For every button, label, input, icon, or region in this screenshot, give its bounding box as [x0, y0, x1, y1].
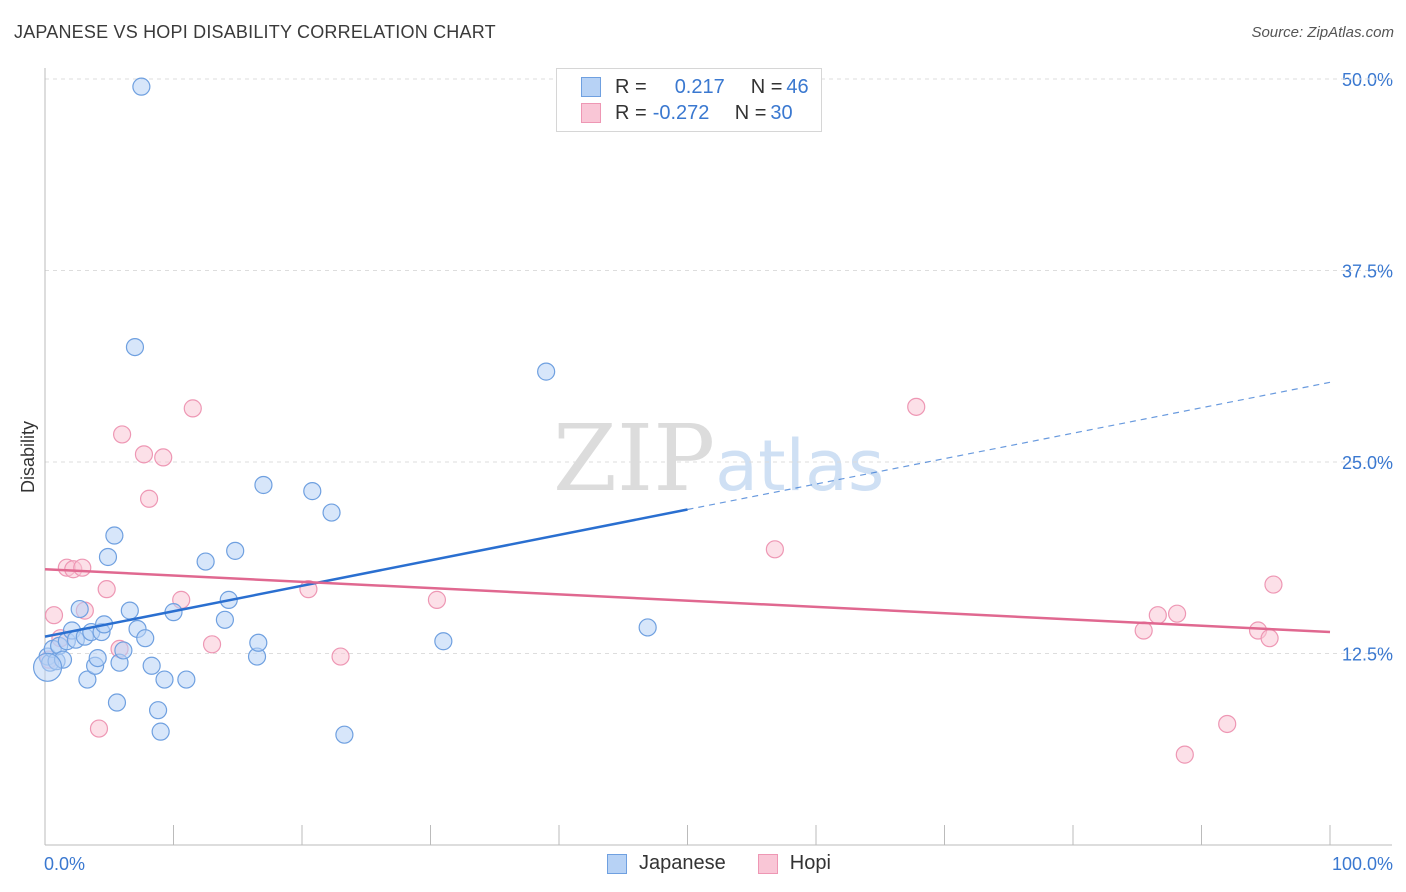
series-legend-japanese[interactable]: Japanese [607, 852, 726, 875]
x-tick-label: 0.0% [44, 854, 85, 874]
y-tick-label: 25.0% [1342, 453, 1393, 473]
hopi-point [1260, 629, 1279, 648]
japanese-swatch [581, 77, 601, 97]
japanese-point [136, 629, 155, 648]
watermark: ZIPatlas [553, 405, 884, 512]
hopi-legend-label: Hopi [789, 852, 831, 874]
source-label: Source: ZipAtlas.com [1251, 24, 1394, 41]
hopi-point [44, 606, 64, 625]
hopi-point [765, 540, 784, 559]
hopi-point [331, 647, 350, 666]
hopi-point [907, 397, 926, 416]
japanese-point [322, 503, 341, 522]
japanese-point [537, 362, 556, 381]
japanese-point [254, 475, 273, 495]
hopi-point [97, 580, 116, 599]
legend-r-label: R = [615, 101, 647, 124]
hopi-point [73, 558, 92, 577]
japanese-point [32, 652, 63, 682]
hopi-trendline [44, 567, 1331, 634]
japanese-point [114, 641, 133, 660]
japanese-point [105, 526, 124, 545]
hopi-legend-swatch [757, 853, 778, 874]
hopi-point [1134, 621, 1153, 640]
japanese-legend-swatch [607, 853, 627, 874]
hopi-point [139, 489, 159, 508]
y-axis-label: Disability [18, 421, 38, 493]
legend-row-hopi: R = -0.272 N = 30 [581, 101, 793, 125]
japanese-point [196, 552, 215, 571]
y-tick-label: 37.5% [1342, 262, 1393, 282]
japanese-point [148, 701, 168, 720]
hopi-point [134, 445, 154, 464]
hopi-point [1218, 714, 1237, 734]
japanese-point [155, 670, 174, 689]
y-tick-label: 12.5% [1342, 645, 1393, 665]
series-legend: Japanese Hopi [607, 852, 863, 875]
japanese-legend-label: Japanese [639, 852, 726, 874]
hopi-point [154, 448, 173, 467]
japanese-point [303, 482, 322, 501]
hopi-swatch [581, 103, 601, 123]
japanese-point [638, 618, 657, 637]
legend-r-value: -0.272 [652, 101, 710, 124]
chart-title: JAPANESE VS HOPI DISABILITY CORRELATION … [14, 22, 496, 42]
hopi-point [1148, 606, 1167, 625]
hopi-point [427, 590, 447, 609]
legend-n-label: N = [750, 75, 783, 98]
japanese-point [78, 670, 97, 689]
legend-n-value: 30 [770, 101, 793, 124]
hopi-point [1175, 745, 1194, 764]
japanese-trendline [44, 508, 688, 638]
japanese-point [335, 725, 354, 744]
japanese-point [132, 77, 151, 96]
japanese-point [215, 610, 234, 629]
legend-r-label: R = [615, 75, 647, 98]
japanese-point [226, 541, 245, 560]
japanese-point [151, 722, 170, 741]
correlation-legend: R = 0.217 N = 46 R = -0.272 N = 30 [556, 68, 822, 132]
hopi-point [183, 399, 202, 418]
watermark-atlas: atlas [715, 425, 884, 507]
legend-n-value: 46 [786, 75, 809, 98]
japanese-point [120, 601, 139, 620]
japanese-point [107, 693, 127, 712]
japanese-point [88, 648, 107, 668]
japanese-point [142, 656, 161, 675]
japanese-point [249, 633, 268, 652]
hopi-point [1264, 575, 1283, 594]
hopi-point [112, 425, 132, 444]
legend-n-label: N = [734, 101, 767, 124]
legend-row-japanese: R = 0.217 N = 46 [581, 75, 809, 99]
y-tick-label: 50.0% [1342, 70, 1393, 90]
series-legend-hopi[interactable]: Hopi [757, 852, 831, 875]
japanese-point [70, 599, 89, 619]
x-tick-label: 100.0% [1332, 854, 1393, 874]
hopi-point [1167, 604, 1187, 623]
japanese-point [98, 547, 118, 567]
japanese-point [125, 338, 145, 357]
japanese-point [434, 632, 453, 651]
legend-r-value: 0.217 [674, 75, 725, 98]
hopi-point [202, 635, 222, 654]
japanese-point [177, 670, 196, 689]
hopi-point [89, 719, 109, 738]
watermark-zip: ZIP [553, 405, 715, 512]
